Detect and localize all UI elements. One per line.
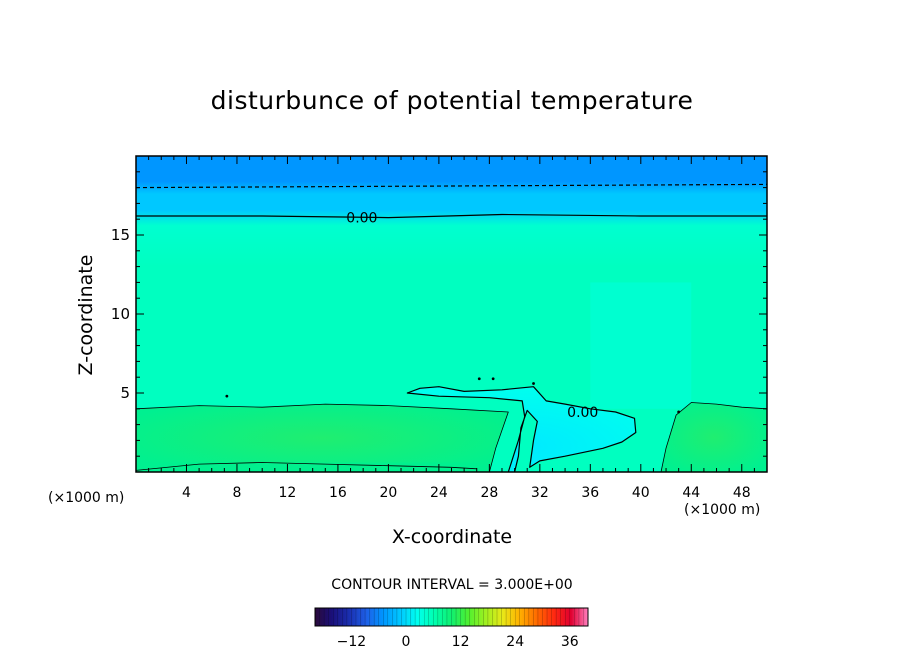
colorbar-tick-label: 12: [452, 634, 470, 650]
contour-line-5: [660, 402, 767, 472]
colorbar-frame: [314, 607, 589, 627]
contour-label-0: 0.00: [346, 211, 377, 227]
heatmap-field: [136, 156, 767, 472]
colorbar-tick-label: 36: [561, 634, 579, 650]
heatmap-warm-layer-right: [661, 402, 767, 472]
contour-line-2: [406, 386, 637, 472]
contour-label-1: 0.00: [567, 405, 598, 421]
contour-speck-2: [491, 377, 495, 381]
y-tick-label: 15: [111, 226, 130, 244]
contour-interval-label: CONTOUR INTERVAL = 3.000E+00: [331, 577, 573, 593]
colorbar-tick-label: 24: [506, 634, 524, 650]
x-tick-label: 12: [279, 485, 297, 501]
heatmap-plume-column: [590, 282, 692, 409]
x-tick-label: 40: [632, 485, 650, 501]
colorbar: −12 0 12 24 36: [314, 607, 589, 650]
contour-speck-1: [477, 377, 481, 381]
x-unit-label-right: (×1000 m): [684, 502, 761, 518]
x-tick-label: 36: [581, 485, 599, 501]
contour-speck-3: [532, 382, 535, 385]
x-tick-label: 8: [232, 485, 241, 501]
y-tick-label: 10: [111, 305, 130, 323]
y-tick-label: 5: [120, 384, 130, 402]
contour-line-1: [136, 183, 767, 189]
contour-line-4: [136, 462, 477, 471]
contour-lines: [136, 183, 767, 472]
x-tick-label: 44: [682, 485, 700, 501]
heatmap-warm-layer-left: [136, 404, 509, 472]
x-tick-label: 24: [430, 485, 448, 501]
colorbar-tick-label: −12: [337, 634, 367, 650]
x-tick-label: 20: [379, 485, 397, 501]
x-tick-label: 48: [733, 485, 751, 501]
x-unit-label-left: (×1000 m): [48, 490, 125, 506]
colorbar-tick-label: 0: [402, 634, 411, 650]
x-axis-label: X-coordinate: [391, 526, 513, 548]
x-tick-label: 4: [182, 485, 191, 501]
x-tick-label: 28: [480, 485, 498, 501]
contour-speck-4: [677, 410, 681, 414]
x-tick-label: 32: [531, 485, 549, 501]
chart-title: disturbunce of potential temperature: [210, 86, 694, 115]
contour-speck-0: [225, 394, 229, 398]
contour-line-3: [136, 403, 509, 472]
colorbar-fill: [315, 608, 588, 626]
contour-line-0: [136, 213, 767, 219]
heatmap-cold-plume: [407, 386, 636, 472]
heatmap-surface-strip: [136, 462, 477, 472]
x-tick-label: 16: [329, 485, 347, 501]
